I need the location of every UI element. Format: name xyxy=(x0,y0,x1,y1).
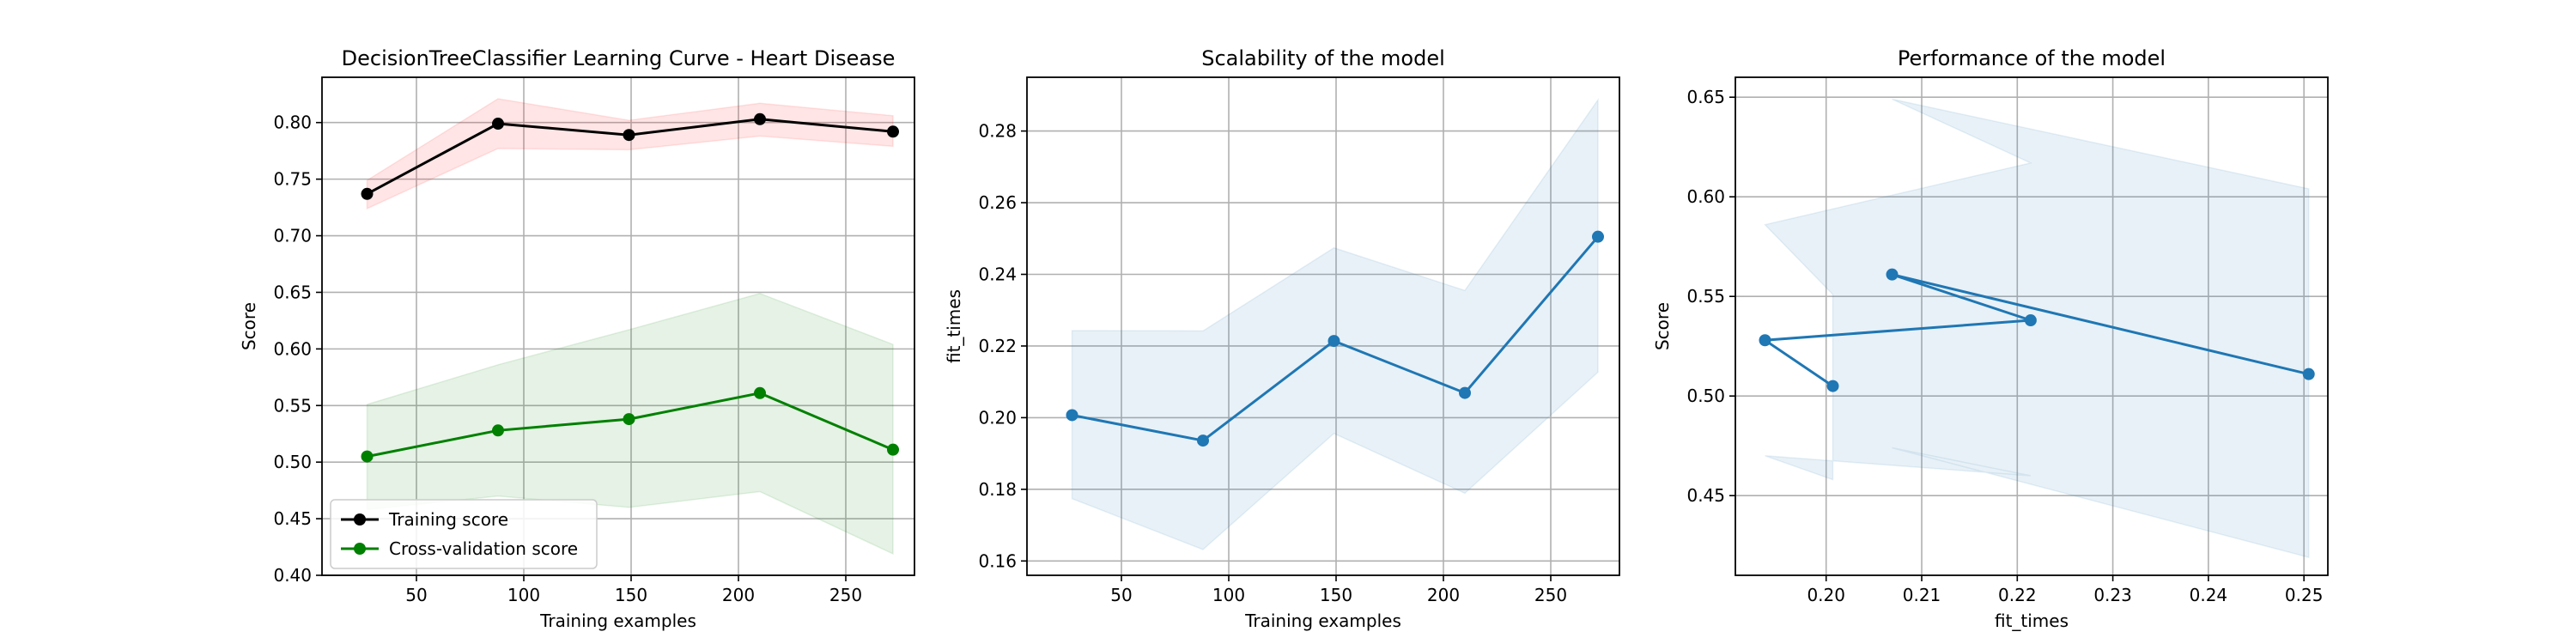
y-tick-label: 0.60 xyxy=(273,338,312,359)
x-tick-label: 150 xyxy=(615,585,647,605)
y-tick-label: 0.65 xyxy=(1686,87,1725,107)
legend-marker xyxy=(354,543,366,555)
chart-title: Scalability of the model xyxy=(1201,46,1445,70)
y-tick-label: 0.50 xyxy=(1686,386,1725,406)
y-tick-label: 0.55 xyxy=(273,395,312,416)
x-tick-label: 0.24 xyxy=(2190,585,2228,605)
x-tick-label: 0.20 xyxy=(1807,585,1845,605)
legend-marker xyxy=(354,513,366,526)
data-point xyxy=(1327,335,1340,348)
x-axis-label: Training examples xyxy=(539,611,696,631)
confidence-band-1 xyxy=(1764,98,2310,559)
x-tick-label: 0.23 xyxy=(2093,585,2132,605)
data-point xyxy=(1759,334,1771,347)
y-tick-label: 0.22 xyxy=(978,336,1017,356)
y-tick-label: 0.40 xyxy=(273,565,312,586)
data-point xyxy=(623,413,635,426)
y-tick-label: 0.50 xyxy=(273,452,312,472)
chart-title: Performance of the model xyxy=(1898,46,2166,70)
data-point xyxy=(1886,268,1899,281)
x-tick-label: 50 xyxy=(1110,585,1132,605)
x-tick-label: 250 xyxy=(829,585,862,605)
chart-panel-2: 50 100 150 200 250 0.16 0.18 0.20 0.22 0.24 0.26 0.… xyxy=(944,46,1620,631)
data-point xyxy=(887,443,899,456)
chart-title: DecisionTreeClassifier Learning Curve - … xyxy=(342,46,896,70)
x-tick-label: 200 xyxy=(722,585,755,605)
data-point xyxy=(1066,409,1078,422)
data-point xyxy=(1459,386,1471,399)
x-tick-label: 150 xyxy=(1320,585,1352,605)
legend-label: Training score xyxy=(388,509,508,530)
data-point xyxy=(2024,314,2037,327)
y-axis-label: Score xyxy=(239,302,259,350)
x-tick-label: 100 xyxy=(507,585,540,605)
data-point xyxy=(1197,434,1209,447)
y-tick-label: 0.65 xyxy=(273,282,312,302)
data-point xyxy=(623,129,635,142)
legend: Training score Cross-validation score xyxy=(330,499,598,569)
x-axis-label: fit_times xyxy=(1995,611,2069,631)
x-tick-label: 250 xyxy=(1534,585,1567,605)
y-tick-label: 0.18 xyxy=(978,479,1017,500)
y-axis-label: Score xyxy=(1652,302,1673,350)
y-tick-label: 0.80 xyxy=(273,112,312,133)
data-point xyxy=(754,112,766,125)
y-tick-label: 0.28 xyxy=(978,121,1017,142)
y-tick-label: 0.70 xyxy=(273,226,312,246)
chart-panel-1: 50 100 150 200 250 0.40 0.45 0.50 0.55 0.60 0.65 0.… xyxy=(239,46,915,631)
y-tick-label: 0.45 xyxy=(1686,485,1725,506)
x-tick-label: 0.22 xyxy=(1998,585,2037,605)
x-tick-label: 200 xyxy=(1427,585,1460,605)
legend-label: Cross-validation score xyxy=(389,538,578,559)
legend-box xyxy=(330,499,598,569)
y-tick-label: 0.24 xyxy=(978,264,1017,284)
axes-frame xyxy=(321,76,915,576)
x-tick-label: 50 xyxy=(405,585,427,605)
y-tick-label: 0.75 xyxy=(273,169,312,190)
y-tick-label: 0.55 xyxy=(1686,286,1725,307)
data-point xyxy=(754,386,766,399)
axes-frame xyxy=(1026,76,1620,576)
data-point xyxy=(2302,368,2315,380)
axes-frame xyxy=(1735,76,2329,576)
y-tick-label: 0.16 xyxy=(978,550,1017,571)
y-axis-label: fit_times xyxy=(944,289,964,363)
confidence-band-1 xyxy=(1071,97,1599,550)
y-tick-label: 0.26 xyxy=(978,192,1017,213)
x-tick-label: 0.25 xyxy=(2285,585,2324,605)
y-tick-label: 0.20 xyxy=(978,407,1017,428)
data-point xyxy=(1826,380,1839,392)
data-point xyxy=(1592,230,1604,243)
data-point xyxy=(361,450,374,463)
data-point xyxy=(887,125,899,138)
confidence-band-1 xyxy=(366,98,894,210)
y-tick-label: 0.45 xyxy=(273,508,312,529)
data-point xyxy=(492,118,504,131)
data-point xyxy=(492,424,504,437)
x-axis-label: Training examples xyxy=(1244,611,1401,631)
x-tick-label: 100 xyxy=(1212,585,1245,605)
x-tick-label: 0.21 xyxy=(1903,585,1941,605)
y-tick-label: 0.60 xyxy=(1686,186,1725,207)
chart-panel-3: 0.20 0.21 0.22 0.23 0.24 0.25 0.45 0.50 0.55 0.60… xyxy=(1652,46,2329,631)
data-point xyxy=(361,187,374,200)
